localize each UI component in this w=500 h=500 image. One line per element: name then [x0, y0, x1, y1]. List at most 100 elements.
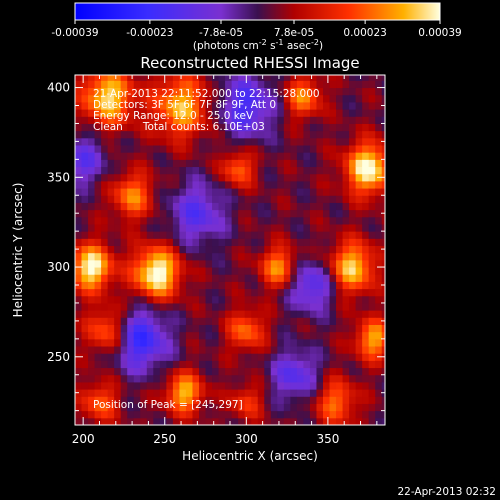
heatmap-pixel [238, 374, 246, 383]
heatmap-pixel [192, 338, 200, 347]
heatmap-pixel [309, 173, 317, 182]
heatmap-pixel [107, 202, 115, 211]
heatmap-pixel [114, 302, 122, 311]
heatmap-pixel [290, 80, 298, 89]
heatmap-pixel [264, 75, 272, 81]
heatmap-pixel [218, 252, 226, 261]
heatmap-pixel [101, 130, 109, 139]
heatmap-pixel [159, 374, 167, 383]
heatmap-pixel [81, 274, 89, 282]
heatmap-pixel [185, 389, 193, 397]
heatmap-pixel [179, 324, 187, 333]
heatmap-pixel [290, 410, 298, 419]
heatmap-pixel [192, 94, 200, 103]
heatmap-pixel [257, 310, 265, 318]
heatmap-pixel [296, 417, 304, 425]
heatmap-pixel [133, 317, 141, 325]
heatmap-pixel [199, 238, 207, 247]
heatmap-pixel [303, 87, 311, 96]
heatmap-pixel [88, 302, 96, 311]
heatmap-pixel [277, 109, 285, 117]
heatmap-pixel [133, 367, 141, 376]
heatmap-pixel [185, 101, 193, 110]
heatmap-pixel [277, 281, 285, 290]
heatmap-pixel [303, 209, 311, 218]
heatmap-pixel [120, 94, 128, 103]
heatmap-pixel [349, 403, 357, 412]
heatmap-pixel [251, 94, 259, 103]
heatmap-pixel [107, 238, 115, 247]
heatmap-pixel [277, 396, 285, 404]
heatmap-pixel [192, 80, 200, 89]
heatmap-pixel [251, 374, 259, 383]
heatmap-pixel [309, 324, 317, 333]
heatmap-pixel [172, 180, 180, 189]
heatmap-pixel [251, 346, 259, 354]
heatmap-pixel [303, 396, 311, 404]
heatmap-pixel [81, 324, 89, 333]
heatmap-pixel [309, 381, 317, 390]
heatmap-pixel [323, 288, 331, 297]
heatmap-pixel [296, 403, 304, 412]
heatmap-pixel [127, 374, 135, 383]
heatmap-pixel [225, 274, 233, 282]
heatmap-pixel [94, 374, 102, 383]
heatmap-pixel [296, 367, 304, 376]
heatmap-pixel [355, 245, 363, 254]
heatmap-pixel [212, 267, 220, 275]
heatmap-pixel [283, 202, 291, 211]
heatmap-pixel [192, 245, 200, 254]
heatmap-pixel [283, 116, 291, 124]
heatmap-pixel [133, 310, 141, 318]
heatmap-pixel [316, 353, 324, 361]
heatmap-pixel [336, 152, 344, 160]
heatmap-pixel [355, 94, 363, 103]
heatmap-pixel [270, 252, 278, 261]
heatmap-pixel [114, 267, 122, 275]
heatmap-pixel [342, 317, 350, 325]
heatmap-pixel [303, 410, 311, 419]
heatmap-pixel [88, 381, 96, 390]
heatmap-pixel [283, 403, 291, 412]
heatmap-pixel [329, 381, 337, 390]
heatmap-pixel [231, 302, 239, 311]
heatmap-pixel [231, 166, 239, 175]
heatmap-pixel [218, 360, 226, 369]
heatmap-pixel [303, 223, 311, 232]
heatmap-pixel [349, 295, 357, 304]
heatmap-pixel [192, 274, 200, 282]
heatmap-pixel [218, 267, 226, 275]
heatmap-pixel [251, 381, 259, 390]
heatmap-pixel [81, 238, 89, 247]
heatmap-pixel [342, 94, 350, 103]
heatmap-pixel [277, 173, 285, 182]
colorbar-tick-label: -0.00039 [51, 27, 98, 39]
heatmap-pixel [185, 396, 193, 404]
heatmap-pixel [192, 130, 200, 139]
heatmap-pixel [172, 252, 180, 261]
heatmap-pixel [166, 310, 174, 318]
heatmap-pixel [342, 145, 350, 153]
heatmap-pixel [303, 389, 311, 397]
heatmap-pixel [277, 80, 285, 89]
heatmap-pixel [153, 109, 161, 117]
heatmap-pixel [140, 173, 148, 182]
heatmap-pixel [212, 123, 220, 132]
heatmap-pixel [355, 367, 363, 376]
heatmap-pixel [362, 267, 370, 275]
heatmap-pixel [342, 353, 350, 361]
heatmap-pixel [323, 245, 331, 254]
heatmap-pixel [94, 152, 102, 160]
heatmap-pixel [244, 223, 252, 232]
heatmap-pixel [362, 403, 370, 412]
heatmap-pixel [244, 353, 252, 361]
heatmap-pixel [323, 159, 331, 168]
heatmap-pixel [185, 338, 193, 347]
heatmap-pixel [316, 173, 324, 182]
heatmap-pixel [140, 288, 148, 297]
heatmap-pixel [283, 87, 291, 96]
heatmap-pixel [166, 209, 174, 218]
heatmap-pixel [309, 410, 317, 419]
heatmap-pixel [94, 137, 102, 146]
heatmap-pixel [153, 346, 161, 354]
